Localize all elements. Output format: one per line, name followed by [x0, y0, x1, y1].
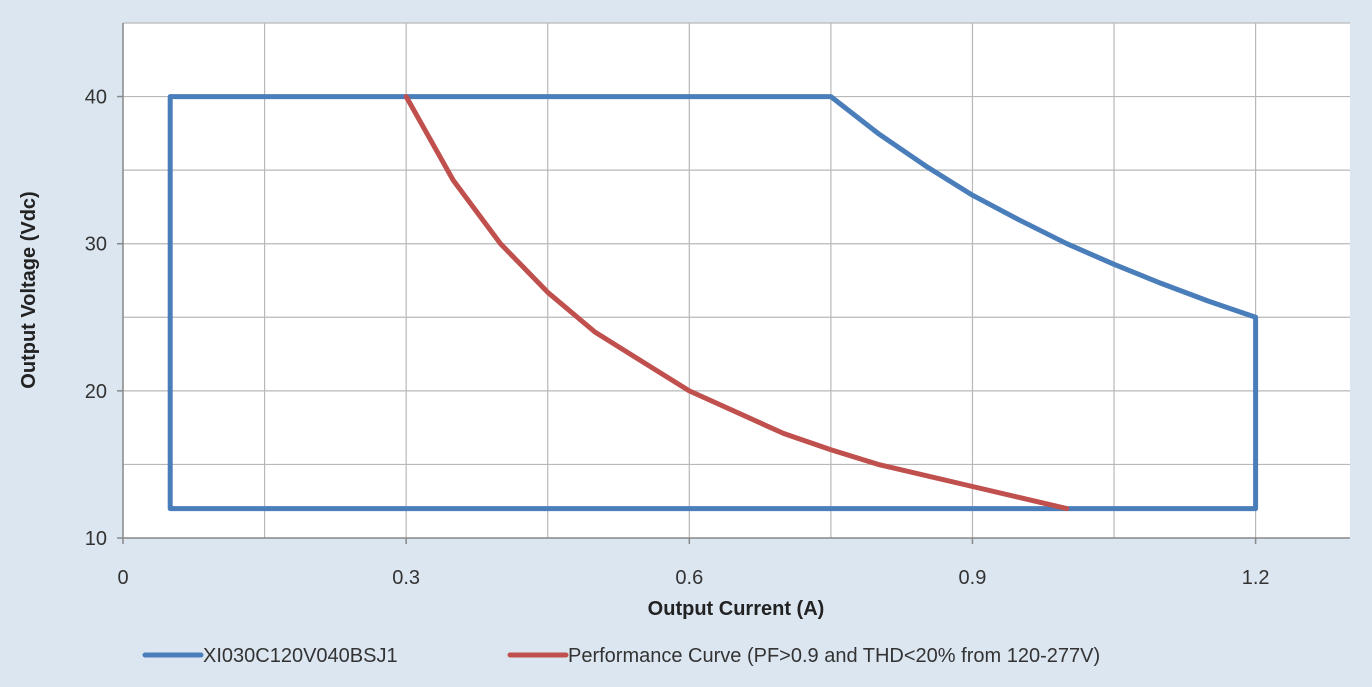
x-axis-title: Output Current (A) [648, 598, 825, 620]
legend-label-1: XI030C120V040BSJ1 [203, 645, 398, 667]
plot-area [123, 23, 1350, 538]
x-tick-label: 1.2 [1242, 567, 1270, 589]
y-tick-label: 30 [85, 234, 107, 256]
legend-label-2: Performance Curve (PF>0.9 and THD<20% fr… [568, 645, 1100, 667]
legend: XI030C120V040BSJ1 Performance Curve (PF>0… [142, 645, 1100, 667]
x-tick-label: 0.9 [959, 567, 987, 589]
x-tick-label: 0 [117, 567, 128, 589]
series-layer [167, 94, 1259, 512]
y-axis-title: Output Voltage (Vdc) [18, 191, 40, 388]
y-tick-label: 40 [85, 87, 107, 109]
y-tick-label: 10 [85, 528, 107, 550]
series-line-2 [403, 94, 1070, 512]
tick-layer: 10 20 30 40 0 0.3 0.6 0.9 1.2 [85, 87, 1270, 589]
series-line-1 [167, 94, 1259, 512]
y-tick-label: 20 [85, 381, 107, 403]
x-tick-label: 0.6 [675, 567, 703, 589]
x-tick-label: 0.3 [392, 567, 420, 589]
